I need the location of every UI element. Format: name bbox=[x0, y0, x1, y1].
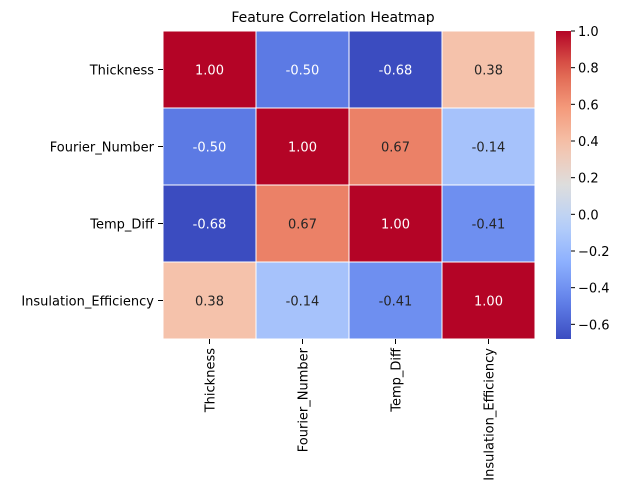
heatmap-cell bbox=[255, 107, 350, 186]
colorbar-tick-label: 0.6 bbox=[578, 98, 599, 113]
heatmap-cells bbox=[162, 30, 536, 340]
y-tick-label: Fourier_Number bbox=[50, 141, 155, 156]
heatmap-cell-labels: 1.00 -0.50 -0.68 0.38 -0.50 1.00 0.67 -0.14 -0.6… bbox=[193, 64, 506, 310]
heatmap-cell bbox=[255, 261, 350, 340]
cell-value-label: -0.14 bbox=[286, 295, 320, 310]
heatmap-cell bbox=[441, 107, 536, 186]
cell-value-label: -0.50 bbox=[286, 64, 320, 79]
colorbar-bar bbox=[556, 31, 571, 339]
cell-value-label: 1.00 bbox=[381, 218, 410, 233]
colorbar-tick-label: 0.2 bbox=[578, 172, 599, 187]
x-tick-label: Fourier_Number bbox=[297, 347, 312, 452]
heatmap-cell bbox=[441, 184, 536, 263]
cell-value-label: 1.00 bbox=[195, 64, 224, 79]
heatmap-cell bbox=[348, 30, 443, 109]
y-tick-label: Thickness bbox=[89, 64, 154, 79]
x-tick-label: Insulation_Efficiency bbox=[483, 348, 498, 481]
cell-value-label: -0.41 bbox=[379, 295, 413, 310]
y-tick-label: Temp_Diff bbox=[89, 218, 155, 233]
cell-value-label: -0.50 bbox=[193, 141, 227, 156]
x-tick-label: Thickness bbox=[204, 348, 219, 413]
cell-value-label: 0.67 bbox=[288, 218, 317, 233]
cell-value-label: 1.00 bbox=[288, 141, 317, 156]
heatmap-cell bbox=[162, 30, 257, 109]
heatmap-cell bbox=[441, 30, 536, 109]
heatmap-cell bbox=[255, 30, 350, 109]
cell-value-label: -0.68 bbox=[379, 64, 413, 79]
cell-value-label: -0.14 bbox=[472, 141, 506, 156]
colorbar: 1.0 0.8 0.6 0.4 0.2 0.0 −0.2 −0.4 −0.6 bbox=[556, 25, 610, 339]
cell-value-label: 0.38 bbox=[195, 295, 224, 310]
colorbar-tick-label: −0.6 bbox=[578, 318, 610, 333]
cell-value-label: 1.00 bbox=[474, 295, 503, 310]
colorbar-tick-label: −0.4 bbox=[578, 282, 610, 297]
colorbar-tick-label: 0.4 bbox=[578, 135, 599, 150]
heatmap-cell bbox=[162, 261, 257, 340]
cell-value-label: -0.41 bbox=[472, 218, 506, 233]
y-axis: Thickness Fourier_Number Temp_Diff Insulati… bbox=[21, 64, 163, 310]
heatmap-cell bbox=[162, 107, 257, 186]
colorbar-tick-label: 1.0 bbox=[578, 25, 599, 40]
heatmap-cell bbox=[255, 184, 350, 263]
x-axis: Thickness Fourier_Number Temp_Diff Insulati… bbox=[204, 339, 498, 481]
x-tick-label: Temp_Diff bbox=[390, 347, 405, 413]
colorbar-tick-label: 0.0 bbox=[578, 208, 599, 223]
cell-value-label: 0.67 bbox=[381, 141, 410, 156]
chart-title: Feature Correlation Heatmap bbox=[231, 10, 434, 26]
colorbar-tick-label: 0.8 bbox=[578, 62, 599, 77]
heatmap-cell bbox=[441, 261, 536, 340]
cell-value-label: 0.38 bbox=[474, 64, 503, 79]
cell-value-label: -0.68 bbox=[193, 218, 227, 233]
colorbar-tick-label: −0.2 bbox=[578, 245, 610, 260]
y-tick-label: Insulation_Efficiency bbox=[21, 295, 154, 310]
